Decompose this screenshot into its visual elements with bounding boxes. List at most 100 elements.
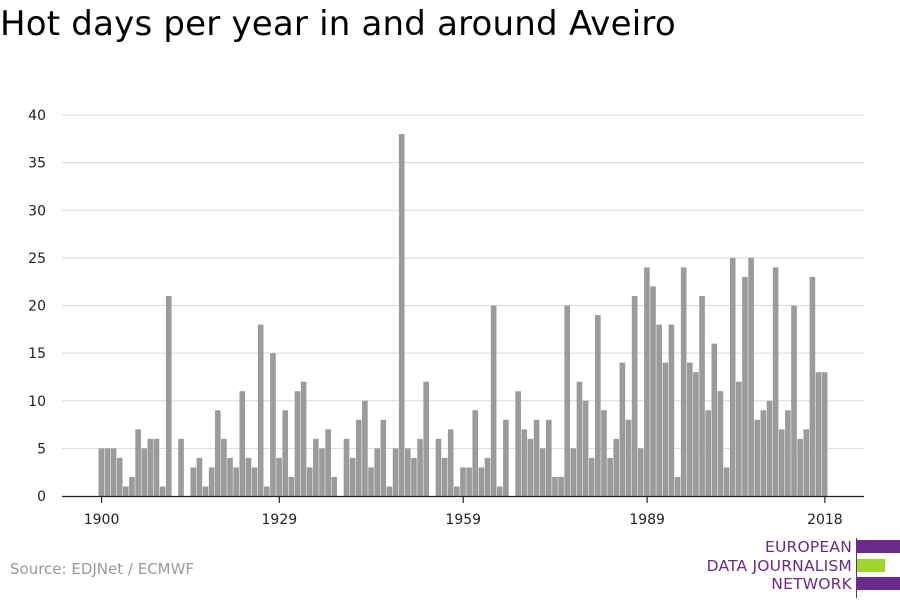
bar (417, 438, 423, 496)
bar (521, 429, 528, 496)
y-tick-label: 25 (28, 251, 46, 267)
bar (288, 476, 295, 496)
bar (319, 448, 325, 497)
bar (674, 476, 681, 496)
bars (98, 134, 828, 497)
bar (564, 305, 571, 496)
bar (349, 457, 356, 496)
bar (595, 315, 601, 496)
bar (141, 448, 148, 497)
bar (423, 381, 430, 496)
bar (552, 476, 558, 496)
bar (613, 438, 620, 496)
bar (411, 457, 417, 496)
bar (558, 476, 564, 496)
y-tick-label: 0 (37, 489, 46, 505)
bar (785, 410, 791, 496)
logo-bar-middle (857, 559, 885, 572)
bar (637, 448, 644, 497)
bar (98, 448, 105, 497)
bar (619, 362, 626, 496)
bar (355, 419, 362, 496)
bar (202, 486, 209, 496)
bar (705, 410, 711, 496)
y-tick-label: 30 (28, 203, 46, 219)
bar (153, 438, 160, 496)
bar (123, 486, 129, 496)
bar (214, 410, 221, 496)
bar (711, 343, 718, 496)
bar (754, 419, 761, 496)
y-tick-label: 35 (28, 156, 46, 172)
bar (625, 419, 632, 496)
bar (331, 476, 338, 496)
source-note: Source: EDJNet / ECMWF (10, 560, 195, 578)
bar (294, 391, 301, 496)
y-tick-label: 15 (28, 346, 46, 362)
y-axis-ticks: 0 5 10 15 20 25 30 35 40 (28, 108, 46, 505)
bar (778, 429, 785, 496)
x-tick-label: 2018 (807, 512, 843, 528)
y-tick-label: 20 (28, 299, 46, 315)
bar (631, 295, 638, 496)
bar (570, 448, 577, 497)
bar (539, 448, 546, 497)
bar (196, 457, 203, 496)
bar (791, 305, 797, 496)
bar (582, 400, 589, 496)
bar (607, 457, 613, 496)
bar (821, 372, 828, 496)
bar (447, 429, 454, 496)
bar (668, 324, 675, 496)
bar (576, 381, 583, 496)
bar (680, 267, 687, 496)
bar (239, 391, 246, 496)
bar (472, 410, 479, 496)
bar (533, 419, 540, 496)
bar (208, 467, 215, 496)
chart-title: Hot days per year in and around Aveiro (0, 4, 676, 44)
bar (362, 400, 368, 496)
bar (742, 276, 748, 496)
bar (478, 467, 485, 496)
bar (656, 324, 662, 496)
bar (717, 391, 724, 496)
bar (374, 448, 380, 497)
logo-bar-top (857, 540, 900, 553)
bar (809, 276, 816, 496)
x-tick-label: 1900 (84, 512, 120, 528)
bar (386, 486, 393, 496)
edjnet-logo: EUROPEAN DATA JOURNALISM NETWORK (700, 538, 900, 598)
bar (490, 305, 497, 496)
bar (601, 410, 607, 496)
bar (159, 486, 166, 496)
bar (644, 267, 650, 496)
bar (723, 467, 730, 496)
bar (116, 457, 123, 496)
bar (460, 467, 466, 496)
bar (515, 391, 521, 496)
bar (135, 429, 141, 496)
x-tick-label: 1989 (629, 512, 665, 528)
bar (588, 457, 595, 496)
bar (392, 448, 399, 497)
bar (662, 362, 669, 496)
bar (251, 467, 258, 496)
bar (650, 286, 656, 496)
x-tick-label: 1929 (262, 512, 298, 528)
bar (797, 438, 803, 496)
bar (325, 429, 331, 496)
y-tick-label: 40 (28, 108, 46, 124)
bar (147, 438, 154, 496)
bar (300, 381, 307, 496)
logo-line-2: DATA JOURNALISM (706, 556, 852, 575)
bar (484, 457, 491, 496)
logo-line-1: EUROPEAN (764, 538, 852, 556)
bar (270, 353, 276, 497)
bar (257, 324, 264, 496)
bar (760, 410, 767, 496)
bar (190, 467, 197, 496)
bar (221, 438, 227, 496)
bar (527, 438, 534, 496)
bar (736, 381, 742, 496)
